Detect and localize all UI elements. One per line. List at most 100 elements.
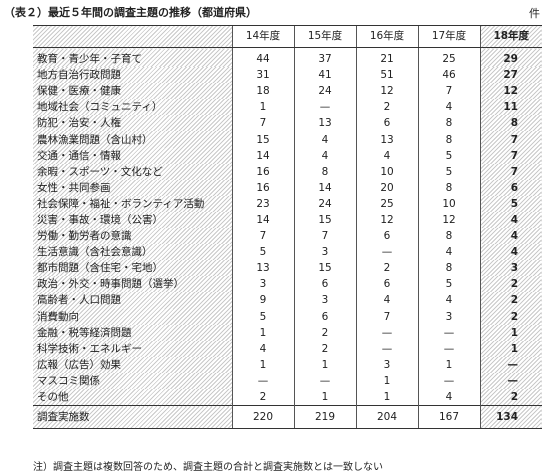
cell: 1: [231, 324, 294, 341]
cell: 9: [231, 292, 294, 309]
row-label: 労働・勤労者の意識: [33, 228, 232, 245]
cell: 7: [417, 83, 480, 100]
cell: 1: [355, 388, 418, 406]
cell: 51: [355, 67, 418, 84]
total-cell: 204: [355, 405, 418, 430]
cell: 1: [417, 356, 480, 373]
cell-latest: 7: [479, 147, 542, 164]
cell: 4: [417, 388, 480, 406]
row-label: 地域社会（コミュニティ）: [33, 99, 232, 116]
cell: 5: [417, 276, 480, 293]
cell: 2: [293, 324, 356, 341]
cell: 2: [293, 340, 356, 357]
cell-latest: —: [479, 372, 542, 389]
cell: 6: [355, 276, 418, 293]
cell: —: [417, 340, 480, 357]
cell-latest: 7: [479, 131, 542, 148]
footnote: 注）調査主題は複数回答のため、調査主題の合計と調査実施数とは一致しない: [33, 462, 383, 473]
cell: 1: [293, 356, 356, 373]
row-label: 都市問題（含住宅・宅地）: [33, 260, 232, 277]
cell: 14: [231, 211, 294, 229]
cell: 5: [231, 244, 294, 261]
table-row: 農林漁業問題（含山村） 15 4 13 8 7: [33, 131, 542, 148]
cell-latest: —: [479, 356, 542, 373]
cell: 4: [293, 131, 356, 148]
cell: 4: [231, 340, 294, 357]
header-row: 14年度 15年度 16年度 17年度 18年度: [33, 25, 542, 48]
table-row: 金融・税等経済問題 1 2— —1: [33, 324, 542, 341]
table-row: 災害・事故・環境（公害） 14 15 12 12 4: [33, 211, 542, 229]
table-row: その他 2 1 1 4 2: [33, 388, 542, 406]
cell: —: [231, 372, 294, 389]
cell: 7: [293, 228, 356, 245]
table-row: 地方自治行政問題 31 41 51 46 27: [33, 67, 542, 84]
cell: 25: [355, 195, 418, 212]
cell: 4: [355, 147, 418, 164]
total-cell: 219: [293, 405, 356, 430]
cell-latest: 1: [479, 340, 542, 357]
cell-latest: 6: [479, 179, 542, 196]
cell: 12: [417, 211, 480, 229]
cell: 20: [355, 179, 418, 196]
cell: 41: [293, 67, 356, 84]
cell: 7: [231, 228, 294, 245]
table-row: マスコミ関係 — —1— —: [33, 372, 542, 389]
cell: 3: [293, 292, 356, 309]
row-label: 政治・外交・時事問題（選挙）: [33, 276, 232, 293]
cell: 24: [293, 195, 356, 212]
cell: —: [355, 340, 418, 357]
cell-latest: 2: [479, 308, 542, 325]
table-row: 科学技術・エネルギー 4 2— —1: [33, 340, 542, 357]
cell: 8: [293, 163, 356, 180]
cell-latest: 2: [479, 388, 542, 406]
cell: 6: [293, 276, 356, 293]
cell: 16: [231, 163, 294, 180]
table-row: 高齢者・人口問題 9 3 4 4 2: [33, 292, 542, 309]
row-label: 科学技術・エネルギー: [33, 340, 232, 357]
cell-latest: 1: [479, 324, 542, 341]
cell: 4: [417, 99, 480, 116]
cell-latest: 7: [479, 163, 542, 180]
cell: 1: [231, 99, 294, 116]
cell-latest: 3: [479, 260, 542, 277]
row-label: 保健・医療・健康: [33, 83, 232, 100]
cell: 12: [355, 211, 418, 229]
cell: 37: [293, 47, 356, 68]
cell: 2: [355, 260, 418, 277]
cell: 6: [355, 115, 418, 132]
table-body: 教育・青少年・子育て 44 37 21 25 29 地方自治行政問題 31 41 51 46 27 保健…: [33, 47, 542, 406]
row-label: マスコミ関係: [33, 372, 232, 389]
cell-latest: 5: [479, 195, 542, 212]
table-row: 都市問題（含住宅・宅地） 13 15 2 8 3: [33, 260, 542, 277]
cell: —: [293, 99, 356, 116]
cell: 8: [417, 228, 480, 245]
column-header: 17年度: [417, 25, 480, 48]
cell: 16: [231, 179, 294, 196]
row-label: その他: [33, 388, 232, 406]
column-header: 15年度: [293, 25, 356, 48]
cell-latest: 4: [479, 228, 542, 245]
cell-latest: 29: [479, 47, 542, 68]
cell: 21: [355, 47, 418, 68]
cell: 6: [355, 228, 418, 245]
total-cell: 167: [417, 405, 480, 430]
table-row: 地域社会（コミュニティ） 1—2 4 11: [33, 99, 542, 116]
cell-latest: 4: [479, 211, 542, 229]
row-label: 消費動向: [33, 308, 232, 325]
cell-latest: 2: [479, 292, 542, 309]
cell: 15: [231, 131, 294, 148]
cell: 8: [417, 260, 480, 277]
table-title: （表２）最近５年間の調査主題の推移（都道府県）: [4, 6, 257, 19]
row-label: 交通・通信・情報: [33, 147, 232, 164]
table-row: 広報（広告）効果 1 1 3 1—: [33, 356, 542, 373]
cell: 31: [231, 67, 294, 84]
cell-latest: 11: [479, 99, 542, 116]
table-row: 教育・青少年・子育て 44 37 21 25 29: [33, 47, 542, 68]
total-row: 調査実施数 220 219 204 167 134: [33, 405, 542, 430]
cell: 4: [417, 244, 480, 261]
column-header-latest: 18年度: [479, 25, 542, 48]
cell: 7: [231, 115, 294, 132]
cell: 6: [293, 308, 356, 325]
cell: 3: [293, 244, 356, 261]
cell: 2: [231, 388, 294, 406]
